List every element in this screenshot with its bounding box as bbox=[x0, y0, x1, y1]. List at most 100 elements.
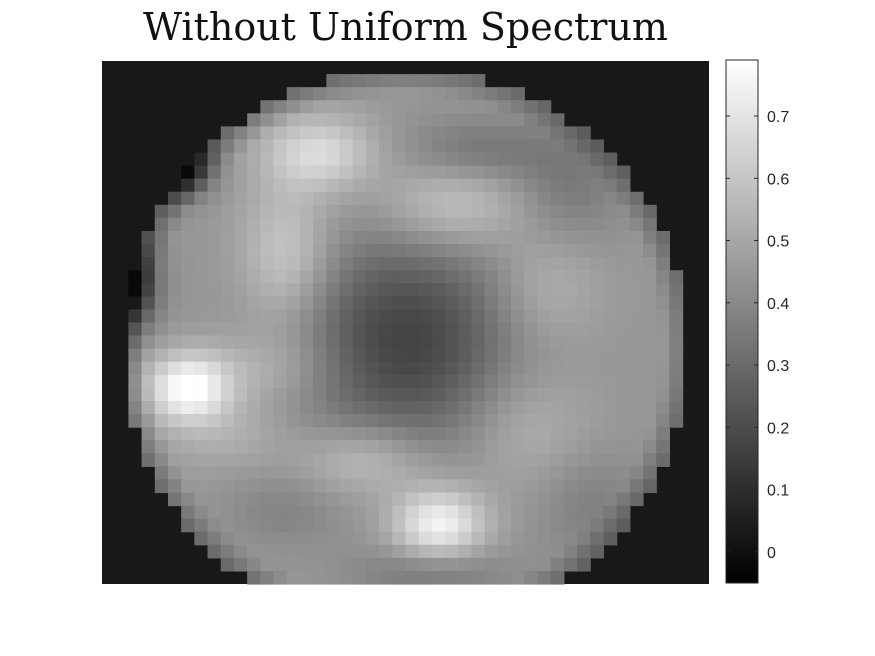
heatmap-cell bbox=[220, 126, 235, 141]
heatmap-cell bbox=[154, 440, 169, 454]
heatmap-cell bbox=[431, 74, 446, 88]
heatmap-cell bbox=[313, 492, 327, 507]
heatmap-cell bbox=[616, 479, 631, 494]
heatmap-cell bbox=[247, 113, 261, 127]
heatmap-cell bbox=[616, 427, 631, 441]
heatmap-cell bbox=[207, 178, 222, 193]
heatmap-cell bbox=[418, 152, 433, 167]
heatmap-cell bbox=[273, 113, 288, 127]
heatmap-cell bbox=[299, 479, 314, 494]
heatmap-cell bbox=[273, 100, 288, 114]
heatmap-cell bbox=[352, 126, 367, 141]
heatmap-cell bbox=[590, 427, 605, 441]
heatmap-cell bbox=[299, 570, 314, 585]
heatmap-cell bbox=[299, 100, 314, 114]
heatmap-cell bbox=[339, 544, 354, 559]
heatmap-cell bbox=[629, 348, 644, 363]
heatmap-cell bbox=[260, 479, 275, 494]
heatmap-cell bbox=[563, 387, 578, 402]
heatmap-cell bbox=[286, 270, 301, 284]
heatmap-cell bbox=[339, 126, 354, 141]
heatmap-cell bbox=[207, 440, 222, 454]
heatmap-cell bbox=[352, 191, 367, 206]
heatmap-cell bbox=[365, 505, 380, 520]
heatmap-cell bbox=[167, 257, 182, 271]
heatmap-cell bbox=[616, 322, 631, 337]
heatmap-cell bbox=[431, 309, 446, 324]
heatmap-cell bbox=[471, 178, 486, 193]
heatmap-cell bbox=[669, 270, 684, 284]
heatmap-cell bbox=[524, 348, 539, 363]
heatmap-cell bbox=[379, 427, 393, 441]
heatmap-cell bbox=[471, 400, 486, 415]
heatmap-cell bbox=[194, 296, 209, 311]
heatmap-cell bbox=[537, 204, 552, 219]
heatmap-cell bbox=[379, 204, 393, 219]
heatmap-cell bbox=[379, 335, 393, 350]
heatmap-cell bbox=[603, 204, 618, 219]
heatmap-cell bbox=[207, 152, 222, 167]
heatmap-cell bbox=[233, 335, 248, 350]
heatmap-cell bbox=[497, 531, 512, 546]
heatmap-cell bbox=[497, 466, 512, 480]
heatmap-cell bbox=[365, 387, 380, 402]
heatmap-cell bbox=[286, 466, 301, 480]
heatmap-cell bbox=[550, 217, 565, 232]
heatmap-cell bbox=[590, 505, 605, 520]
heatmap-cell bbox=[458, 257, 473, 271]
heatmap-cell bbox=[286, 570, 301, 585]
heatmap-cell bbox=[365, 296, 380, 311]
heatmap-cell bbox=[233, 531, 248, 546]
heatmap-cell bbox=[537, 152, 552, 167]
heatmap-cell bbox=[286, 257, 301, 271]
heatmap-cell bbox=[247, 374, 261, 389]
heatmap-cell bbox=[511, 152, 525, 167]
heatmap-cell bbox=[669, 322, 684, 337]
heatmap-cell bbox=[484, 257, 499, 271]
heatmap-cell bbox=[313, 531, 327, 546]
heatmap-cell bbox=[379, 178, 393, 193]
heatmap-cell bbox=[194, 374, 209, 389]
heatmap-cell bbox=[577, 296, 591, 311]
heatmap-cell bbox=[220, 322, 235, 337]
heatmap-cell bbox=[537, 453, 552, 467]
heatmap-cell bbox=[352, 453, 367, 467]
heatmap-cell bbox=[207, 204, 222, 219]
heatmap-cell bbox=[629, 453, 644, 467]
heatmap-cell bbox=[669, 283, 684, 297]
heatmap-cell bbox=[405, 244, 420, 258]
heatmap-cell bbox=[392, 479, 407, 494]
heatmap-cell bbox=[656, 270, 671, 284]
heatmap-cell bbox=[445, 165, 459, 180]
heatmap-cell bbox=[445, 531, 459, 546]
heatmap-cell bbox=[497, 178, 512, 193]
heatmap-cell bbox=[431, 244, 446, 258]
heatmap-cell bbox=[405, 296, 420, 311]
heatmap-cell bbox=[233, 126, 248, 141]
heatmap-cell bbox=[326, 178, 341, 193]
heatmap-cell bbox=[247, 479, 261, 494]
heatmap-cell bbox=[431, 440, 446, 454]
heatmap-cell bbox=[603, 165, 618, 180]
heatmap-cell bbox=[273, 453, 288, 467]
heatmap-cell bbox=[418, 74, 433, 88]
heatmap-cell bbox=[194, 479, 209, 494]
heatmap-cell bbox=[511, 557, 525, 572]
heatmap-cell bbox=[577, 453, 591, 467]
heatmap-cell bbox=[405, 217, 420, 232]
heatmap-cell bbox=[207, 244, 222, 258]
heatmap-cell bbox=[405, 440, 420, 454]
heatmap-cell bbox=[458, 139, 473, 154]
heatmap-cell bbox=[471, 414, 486, 428]
heatmap-cell bbox=[194, 257, 209, 271]
heatmap-cell bbox=[405, 322, 420, 337]
heatmap-cell bbox=[352, 479, 367, 494]
heatmap-cell bbox=[577, 348, 591, 363]
heatmap-cell bbox=[537, 479, 552, 494]
heatmap-cell bbox=[445, 270, 459, 284]
heatmap-cell bbox=[286, 440, 301, 454]
heatmap-cell bbox=[563, 126, 578, 141]
heatmap-cell bbox=[577, 309, 591, 324]
heatmap-cell bbox=[326, 557, 341, 572]
heatmap-cell bbox=[616, 257, 631, 271]
